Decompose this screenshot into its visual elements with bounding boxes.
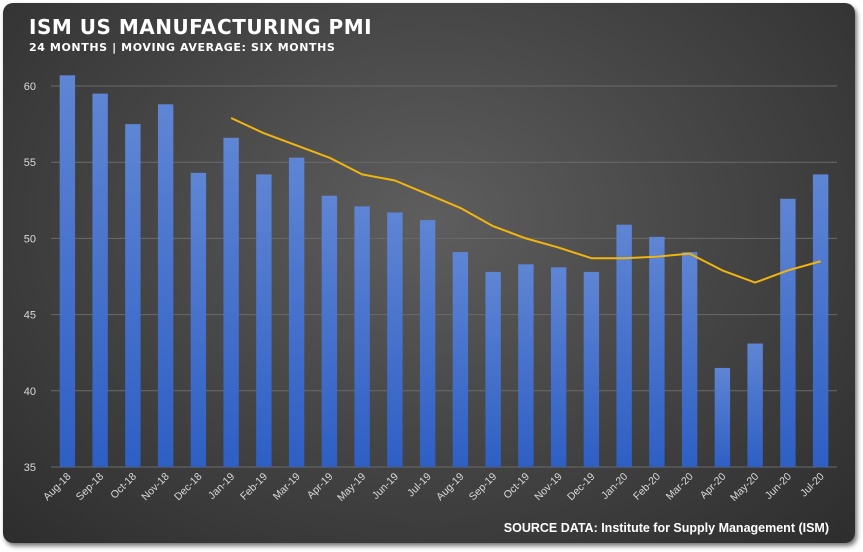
bar xyxy=(419,220,436,467)
bar xyxy=(223,137,239,468)
x-axis: Aug-18 Sep-18 Oct-18 Nov-18 Dec-18 Jan-19 Feb-… xyxy=(41,471,827,504)
chart-subtitle: 24 MONTHS | MOVING AVERAGE: SIX MONTHS xyxy=(29,41,336,54)
y-tick-label: 50 xyxy=(24,233,36,245)
bar xyxy=(288,157,305,468)
bar xyxy=(583,271,600,467)
moving-average-series xyxy=(230,117,821,284)
x-tick-label: Jan-20 xyxy=(599,471,630,502)
x-tick-label: Aug-18 xyxy=(41,471,74,504)
x-tick-label: Dec-18 xyxy=(172,471,205,504)
x-tick-label: May-20 xyxy=(728,471,761,504)
bar xyxy=(485,271,501,467)
x-tick-label: Oct-19 xyxy=(501,471,532,502)
bar xyxy=(649,236,665,467)
x-tick-label: Sep-18 xyxy=(74,471,107,504)
y-tick-label: 60 xyxy=(24,81,36,93)
bar xyxy=(550,267,567,467)
bar xyxy=(354,206,370,467)
x-tick-label: Nov-18 xyxy=(139,471,172,504)
x-tick-label: Dec-19 xyxy=(565,471,598,504)
y-tick-label: 40 xyxy=(24,386,36,398)
bar xyxy=(321,195,338,467)
bar-series xyxy=(59,75,829,468)
x-tick-label: Jul-19 xyxy=(405,471,434,500)
x-tick-label: Oct-18 xyxy=(108,471,139,502)
x-tick-label: Jan-19 xyxy=(206,471,237,502)
bar xyxy=(92,93,108,468)
source-note: SOURCE DATA: Institute for Supply Manage… xyxy=(503,521,829,535)
bar xyxy=(714,367,731,467)
bar xyxy=(157,104,174,468)
bar xyxy=(616,224,632,467)
gridlines xyxy=(51,85,837,468)
y-axis: 35 40 45 50 55 60 xyxy=(24,81,36,474)
bar xyxy=(125,124,141,467)
chart-frame: ISM US MANUFACTURING PMI 24 MONTHS | MOV… xyxy=(3,3,855,543)
x-tick-label: Jun-20 xyxy=(763,471,794,502)
x-tick-label: Nov-19 xyxy=(532,471,565,504)
x-tick-label: Jul-20 xyxy=(798,471,827,500)
x-tick-label: Mar-19 xyxy=(271,471,303,503)
bar xyxy=(681,252,698,467)
x-tick-label: Aug-19 xyxy=(434,471,467,504)
bar xyxy=(812,174,829,467)
x-tick-label: Feb-20 xyxy=(631,471,663,503)
bar xyxy=(452,252,469,467)
bar xyxy=(387,212,403,467)
bar xyxy=(518,264,534,467)
x-tick-label: Feb-19 xyxy=(238,471,270,503)
bar xyxy=(256,174,272,467)
x-tick-label: Sep-19 xyxy=(467,471,500,504)
bar xyxy=(747,343,763,467)
x-tick-label: Apr-20 xyxy=(698,471,729,502)
bar xyxy=(59,75,76,467)
y-tick-label: 45 xyxy=(24,310,36,322)
y-tick-label: 35 xyxy=(24,462,36,474)
x-tick-label: Apr-19 xyxy=(305,471,336,502)
bar xyxy=(190,172,207,468)
x-tick-label: May-19 xyxy=(335,471,368,504)
chart-title: ISM US MANUFACTURING PMI xyxy=(29,15,373,39)
x-tick-label: Jun-19 xyxy=(370,471,401,502)
x-tick-label: Mar-20 xyxy=(664,471,696,503)
moving-average-line xyxy=(230,117,821,284)
bar xyxy=(780,198,796,467)
y-tick-label: 55 xyxy=(24,157,36,169)
